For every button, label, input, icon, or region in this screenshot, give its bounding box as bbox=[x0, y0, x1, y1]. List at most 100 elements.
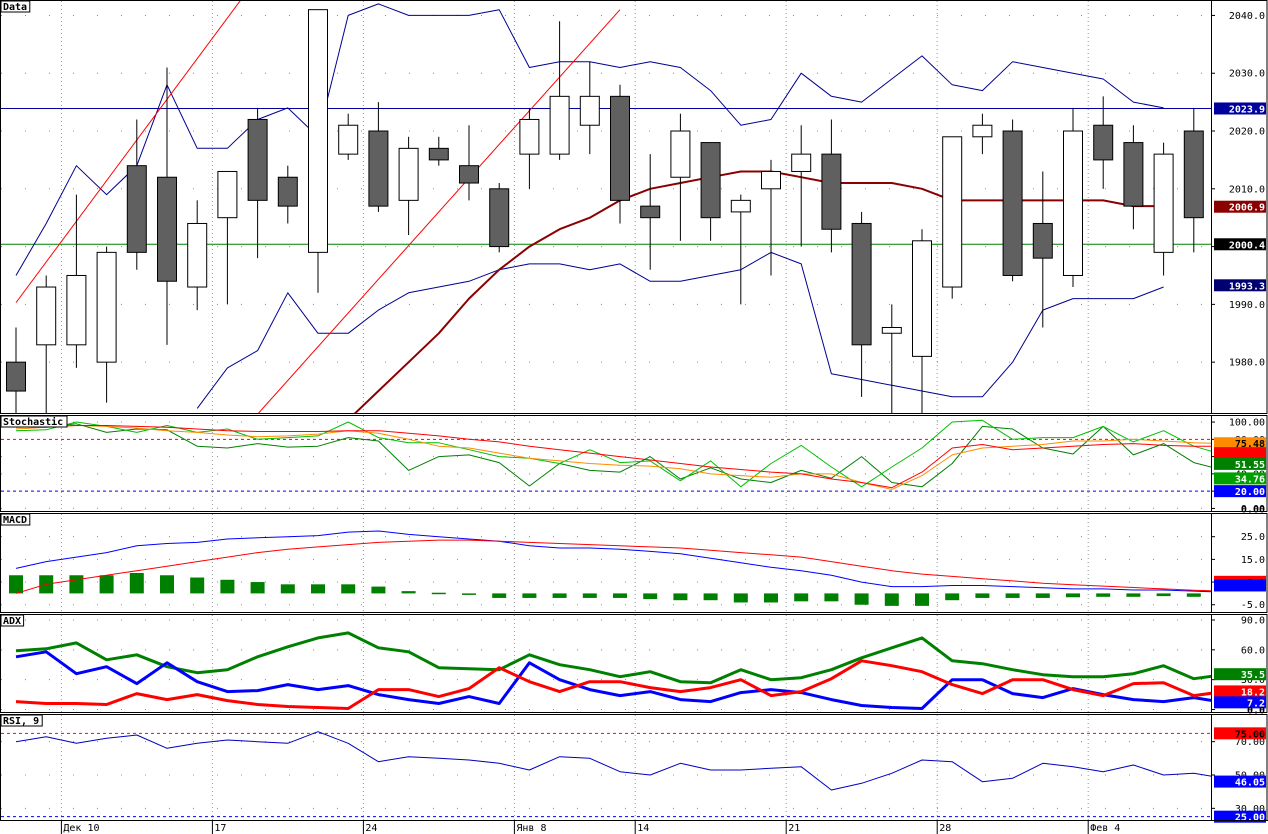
panel-data bbox=[1, 1, 1211, 413]
histogram-bar bbox=[401, 591, 416, 594]
value-badge-label: 0.00 bbox=[1241, 504, 1265, 515]
candle-body bbox=[700, 142, 721, 219]
date-label: 28 bbox=[939, 823, 951, 834]
candle-body bbox=[851, 222, 872, 346]
histogram-bar bbox=[9, 575, 23, 594]
value-badge-label: 18.2 bbox=[1241, 687, 1265, 698]
candle-body bbox=[66, 274, 87, 346]
axis-tick-label: -5.0 bbox=[1241, 600, 1265, 611]
histogram-bar bbox=[69, 575, 84, 594]
candle-body bbox=[308, 9, 328, 253]
value-badge-label: 7.2 bbox=[1247, 698, 1265, 709]
panel-border bbox=[0, 0, 1268, 414]
candle-body bbox=[96, 251, 117, 363]
candle-body bbox=[398, 147, 419, 201]
histogram-bar bbox=[462, 593, 476, 595]
histogram-bar bbox=[1066, 593, 1080, 598]
candle-body bbox=[217, 170, 238, 219]
histogram-bar bbox=[582, 593, 597, 598]
value-badge-label: 75.00 bbox=[1235, 729, 1265, 740]
panel-border bbox=[0, 614, 1268, 713]
panel-stoch bbox=[1, 419, 1211, 509]
candle-body bbox=[730, 199, 751, 213]
histogram-bar bbox=[1005, 593, 1020, 598]
axis-tick-label: 90.0 bbox=[1241, 615, 1265, 626]
histogram-bar bbox=[824, 593, 839, 602]
date-label: Фев 4 bbox=[1090, 823, 1120, 834]
date-label: 24 bbox=[365, 823, 377, 834]
histogram-bar bbox=[190, 577, 205, 594]
histogram-bar bbox=[945, 593, 960, 601]
histogram-bar bbox=[673, 593, 688, 601]
candle-body bbox=[821, 153, 842, 230]
value-badge bbox=[1214, 437, 1266, 450]
axis-tick-label: 60.0 bbox=[1241, 645, 1265, 656]
candle-body bbox=[610, 95, 630, 201]
histogram-bar bbox=[99, 575, 114, 594]
date-label: Янв 8 bbox=[516, 823, 546, 834]
series-line bbox=[15, 650, 1211, 710]
candle-body bbox=[157, 176, 177, 282]
panel-title: ADX bbox=[3, 616, 21, 627]
histogram-bar bbox=[764, 593, 778, 603]
histogram-bar bbox=[975, 593, 990, 598]
candle-body bbox=[1063, 130, 1083, 276]
value-badge-label: 2006.9 bbox=[1229, 203, 1265, 214]
panel-adx bbox=[1, 619, 1211, 711]
candle-body bbox=[277, 176, 298, 207]
histogram-bar bbox=[311, 584, 325, 594]
histogram-bar bbox=[220, 579, 235, 594]
histogram-bar bbox=[733, 593, 748, 603]
panel-title-box bbox=[0, 0, 31, 13]
candle-body bbox=[338, 124, 359, 155]
value-badge bbox=[1214, 238, 1266, 251]
series-line bbox=[15, 631, 1211, 685]
candle-body bbox=[1183, 130, 1204, 219]
candle-body bbox=[912, 240, 932, 357]
candle-body bbox=[1093, 124, 1114, 161]
histogram-bar bbox=[492, 593, 507, 598]
value-badge-label: 34.76 bbox=[1235, 474, 1265, 485]
axis-tick-label: 15.0 bbox=[1241, 555, 1265, 566]
candle-body bbox=[791, 153, 812, 172]
axis-tick-label: 1990.0 bbox=[1229, 300, 1265, 311]
histogram-bar bbox=[1126, 593, 1141, 597]
candle-body bbox=[1002, 130, 1023, 276]
value-badge-label: 2023.9 bbox=[1229, 104, 1265, 115]
candle-body bbox=[489, 188, 510, 248]
axis-tick-label: 0.0 bbox=[1247, 705, 1265, 716]
candle-body bbox=[247, 118, 268, 201]
candle-body bbox=[1123, 142, 1144, 207]
series-line bbox=[15, 423, 1211, 488]
candle-body bbox=[1032, 222, 1053, 259]
panel-border bbox=[0, 415, 1268, 512]
candle-body bbox=[519, 118, 540, 155]
date-label: 17 bbox=[214, 823, 226, 834]
axis-tick-label: 100.00 bbox=[1229, 418, 1265, 429]
value-badge bbox=[1214, 279, 1266, 292]
histogram-bar bbox=[129, 572, 144, 594]
candle-body bbox=[1153, 153, 1174, 253]
value-badge bbox=[1214, 810, 1266, 823]
candle-body bbox=[881, 326, 902, 334]
candle-body bbox=[6, 361, 26, 392]
axis-tick-label: 2020.0 bbox=[1229, 127, 1265, 138]
histogram-bar bbox=[371, 586, 386, 594]
series-line bbox=[15, 425, 1211, 489]
value-badge bbox=[1214, 485, 1266, 498]
series-line bbox=[15, 731, 1211, 791]
series-line bbox=[15, 659, 1211, 710]
candle-body bbox=[36, 286, 57, 346]
value-badge-label: 35.5 bbox=[1241, 670, 1265, 681]
histogram-bar bbox=[250, 582, 265, 594]
panel-title-box bbox=[0, 415, 68, 428]
candle-body bbox=[761, 170, 781, 190]
panel-title: Data bbox=[3, 2, 27, 13]
series-line bbox=[15, 425, 1211, 490]
histogram-bar bbox=[160, 575, 174, 594]
candle-body bbox=[428, 147, 449, 161]
histogram-bar bbox=[280, 584, 295, 594]
histogram-bar bbox=[1096, 593, 1111, 597]
